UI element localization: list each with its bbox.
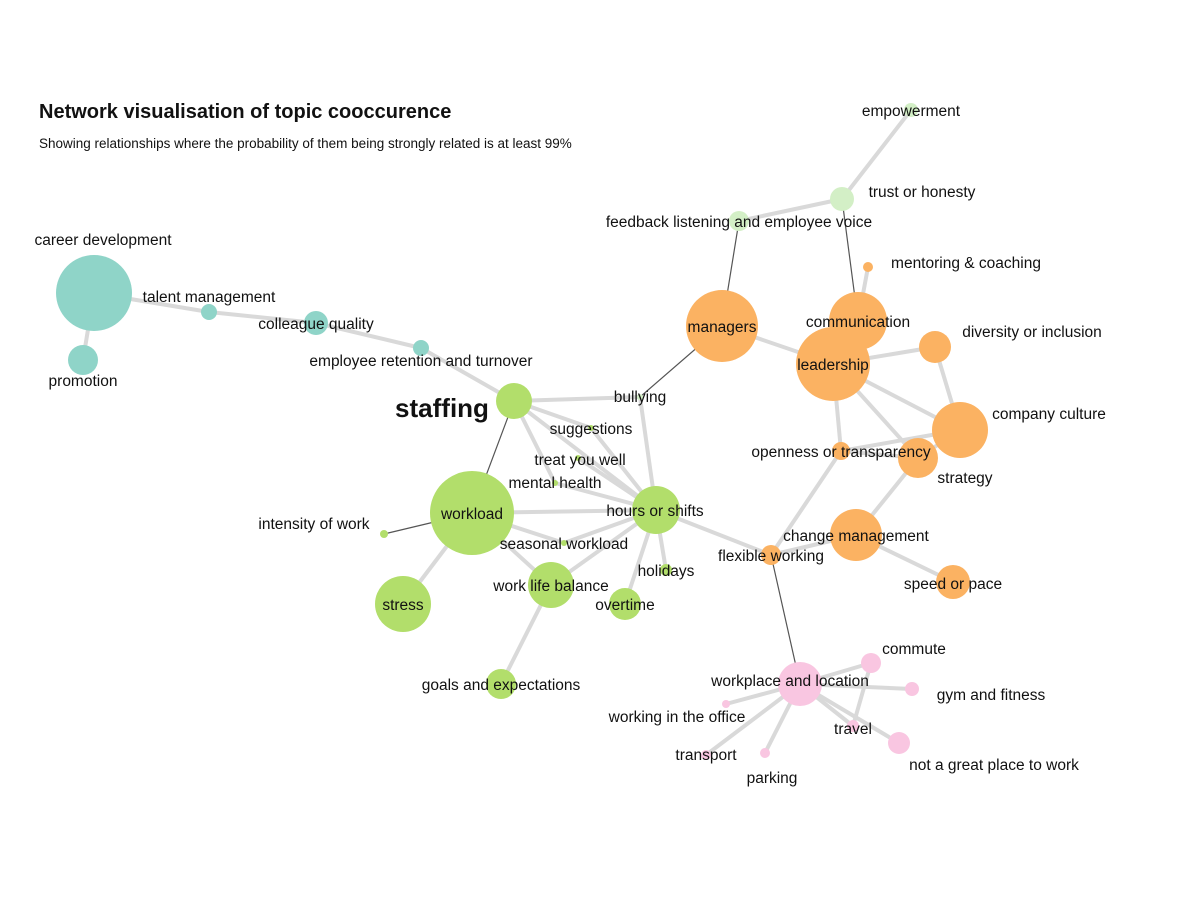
edge-feedback_listening-trust_or_honesty xyxy=(737,197,844,223)
edge-colleague_quality-employee_retention xyxy=(314,321,423,350)
node-not-great-place[interactable] xyxy=(888,732,910,754)
node-goals-and-expectations[interactable] xyxy=(486,669,516,699)
node-change-management[interactable] xyxy=(830,509,882,561)
node-label-communication: communication xyxy=(806,314,910,331)
node-label-gym-and-fitness: gym and fitness xyxy=(937,687,1046,704)
node-label-not-great-place: not a great place to work xyxy=(909,757,1079,774)
node-bullying[interactable] xyxy=(637,394,643,400)
node-workplace-and-location[interactable] xyxy=(778,662,822,706)
node-leadership[interactable] xyxy=(796,327,870,401)
node-label-employee-retention: employee retention and turnover xyxy=(309,353,532,370)
node-workload[interactable] xyxy=(430,471,514,555)
node-label-flexible-working: flexible working xyxy=(718,548,824,565)
edge-commute-travel xyxy=(851,661,873,728)
node-label-mentoring-coaching: mentoring & coaching xyxy=(891,255,1041,272)
diagram-title: Network visualisation of topic cooccuren… xyxy=(39,101,452,123)
edge-openness_transparency-flexible_working xyxy=(769,449,843,557)
node-diversity-inclusion[interactable] xyxy=(919,331,951,363)
node-label-overtime: overtime xyxy=(595,597,654,614)
node-label-talent-management: talent management xyxy=(143,289,276,306)
node-label-strategy: strategy xyxy=(937,470,992,487)
node-parking[interactable] xyxy=(760,748,770,758)
node-speed-or-pace[interactable] xyxy=(936,565,970,599)
node-label-openness-transparency: openness or transparency xyxy=(751,444,930,461)
node-label-seasonal-workload: seasonal workload xyxy=(500,536,628,553)
node-label-mental-health: mental health xyxy=(508,475,601,492)
node-label-working-in-the-office: working in the office xyxy=(608,709,746,726)
node-label-trust-or-honesty: trust or honesty xyxy=(869,184,976,201)
node-suggestions[interactable] xyxy=(588,425,594,431)
node-employee-retention[interactable] xyxy=(413,340,429,356)
node-career-development[interactable] xyxy=(56,255,132,331)
node-label-goals-and-expectations: goals and expectations xyxy=(422,677,581,694)
edge-talent_management-colleague_quality xyxy=(207,310,318,325)
node-label-transport: transport xyxy=(675,747,737,764)
node-hours-or-shifts[interactable] xyxy=(632,486,680,534)
node-strategy[interactable] xyxy=(898,438,938,478)
node-label-colleague-quality: colleague quality xyxy=(258,316,374,333)
node-stress[interactable] xyxy=(375,576,431,632)
edge-layer xyxy=(81,108,962,757)
node-label-managers: managers xyxy=(688,319,757,336)
node-mental-health[interactable] xyxy=(552,480,558,486)
node-trust-or-honesty[interactable] xyxy=(830,187,854,211)
node-label-staffing: staffing xyxy=(395,393,489,423)
node-openness-transparency[interactable] xyxy=(832,442,850,460)
edge-flexible_working-workplace_and_location xyxy=(770,554,801,685)
node-layer xyxy=(56,103,988,760)
node-travel[interactable] xyxy=(847,720,859,732)
node-flexible-working[interactable] xyxy=(761,545,781,565)
node-label-intensity-of-work: intensity of work xyxy=(258,516,369,533)
node-label-suggestions: suggestions xyxy=(550,421,633,438)
node-label-company-culture: company culture xyxy=(992,406,1106,423)
node-promotion[interactable] xyxy=(68,345,98,375)
node-managers[interactable] xyxy=(686,290,758,362)
node-talent-management[interactable] xyxy=(201,304,217,320)
edge-staffing-bullying xyxy=(512,395,642,403)
node-work-life-balance[interactable] xyxy=(528,562,574,608)
node-label-commute: commute xyxy=(882,641,946,658)
diagram-subtitle: Showing relationships where the probabil… xyxy=(39,136,572,151)
node-feedback-listening[interactable] xyxy=(729,211,749,231)
node-label-empowerment: empowerment xyxy=(862,103,961,120)
node-label-workload: workload xyxy=(440,506,503,523)
node-gym-and-fitness[interactable] xyxy=(905,682,919,696)
node-label-change-management: change management xyxy=(783,528,929,545)
node-seasonal-workload[interactable] xyxy=(561,540,567,546)
node-staffing[interactable] xyxy=(496,383,532,419)
node-mentoring-coaching[interactable] xyxy=(863,262,873,272)
node-label-speed-or-pace: speed or pace xyxy=(904,576,1002,593)
node-company-culture[interactable] xyxy=(932,402,988,458)
node-label-hours-or-shifts: hours or shifts xyxy=(606,503,704,520)
node-label-workplace-and-location: workplace and location xyxy=(710,673,869,690)
node-label-promotion: promotion xyxy=(49,373,118,390)
node-working-in-the-office[interactable] xyxy=(722,700,730,708)
node-label-work-life-balance: work life balance xyxy=(492,578,608,595)
node-label-feedback-listening: feedback listening and employee voice xyxy=(606,214,872,231)
node-overtime[interactable] xyxy=(609,588,641,620)
node-commute[interactable] xyxy=(861,653,881,673)
node-transport[interactable] xyxy=(701,750,711,760)
node-label-holidays: holidays xyxy=(638,563,695,580)
node-label-leadership: leadership xyxy=(797,357,869,374)
node-label-stress: stress xyxy=(382,597,424,614)
node-label-bullying: bullying xyxy=(614,389,667,406)
node-intensity-of-work[interactable] xyxy=(380,530,388,538)
node-empowerment[interactable] xyxy=(904,103,918,117)
node-colleague-quality[interactable] xyxy=(304,311,328,335)
node-label-diversity-inclusion: diversity or inclusion xyxy=(962,324,1102,341)
node-label-parking: parking xyxy=(747,770,798,787)
node-label-treat-you-well: treat you well xyxy=(534,452,625,469)
label-layer: career development talent management colle… xyxy=(35,103,1106,787)
node-holidays[interactable] xyxy=(660,564,672,576)
node-label-career-development: career development xyxy=(35,232,173,249)
node-label-travel: travel xyxy=(834,721,872,738)
edge-trust_or_honesty-empowerment xyxy=(840,108,913,201)
node-treat-you-well[interactable] xyxy=(575,455,581,461)
